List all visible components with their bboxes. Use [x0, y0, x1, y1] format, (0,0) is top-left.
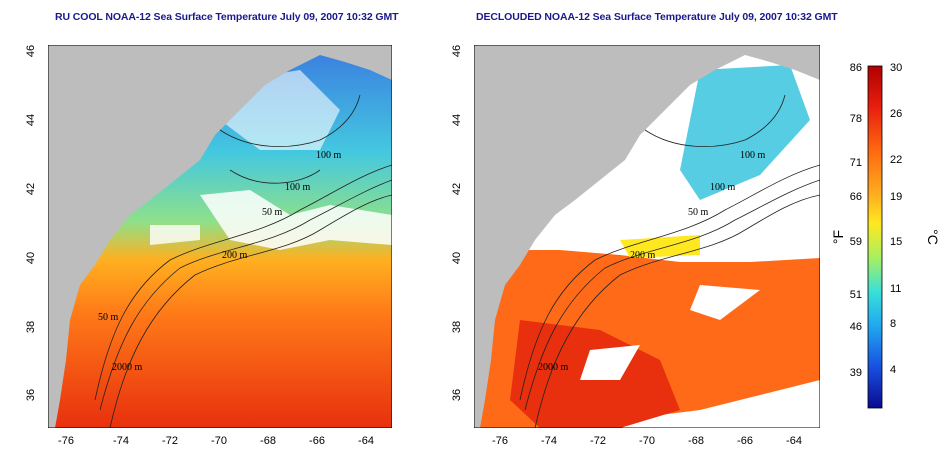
cloud-patch [690, 285, 760, 320]
cloud-patch [200, 190, 392, 250]
x-tick-label: -64 [358, 435, 374, 447]
fahrenheit-tick: 39 [850, 367, 862, 379]
y-tick-label: 42 [25, 183, 37, 195]
cloud-patch [580, 345, 640, 380]
sea-surface-temperature-field [620, 235, 700, 258]
contour-label: 2000 m [538, 362, 569, 373]
fahrenheit-tick: 71 [850, 157, 862, 169]
x-tick-label: -76 [58, 435, 74, 447]
right-x-axis: -76 -74 -72 -70 -68 -66 -64 [492, 435, 802, 447]
contour-label: 100 m [710, 182, 736, 193]
x-tick-label: -74 [113, 435, 129, 447]
y-tick-label: 40 [25, 252, 37, 264]
celsius-tick: 22 [890, 154, 902, 166]
celsius-tick: 15 [890, 236, 902, 248]
contour-label: 2000 m [112, 362, 143, 373]
x-tick-label: -68 [688, 435, 704, 447]
x-tick-label: -72 [590, 435, 606, 447]
celsius-tick: 11 [890, 283, 901, 295]
left-y-axis: 36 38 40 42 44 46 [25, 45, 37, 401]
y-tick-label: 46 [25, 45, 37, 57]
contour-label: 200 m [630, 250, 656, 261]
celsius-tick: 26 [890, 108, 902, 120]
celsius-tick: 4 [890, 364, 896, 376]
y-tick-label: 42 [451, 183, 463, 195]
contour-label: 50 m [688, 207, 709, 218]
contour-label: 100 m [740, 150, 766, 161]
y-tick-label: 44 [25, 114, 37, 126]
contour-label: 50 m [262, 207, 283, 218]
cloud-patch [150, 225, 200, 245]
left-panel-title: RU COOL NOAA-12 Sea Surface Temperature … [55, 11, 399, 23]
colorbar-gradient [867, 65, 883, 409]
left-x-axis: -76 -74 -72 -70 -68 -66 -64 [58, 435, 374, 447]
right-panel-title: DECLOUDED NOAA-12 Sea Surface Temperatur… [476, 11, 838, 23]
x-tick-label: -66 [309, 435, 325, 447]
y-tick-label: 44 [451, 114, 463, 126]
x-tick-label: -74 [541, 435, 557, 447]
x-tick-label: -72 [162, 435, 178, 447]
colorbar: 86 78 71 66 59 51 46 39 30 26 22 19 15 1… [830, 62, 941, 409]
left-map [48, 45, 392, 428]
fahrenheit-tick: 86 [850, 62, 862, 74]
y-tick-label: 40 [451, 252, 463, 264]
celsius-tick: 19 [890, 191, 902, 203]
land-mass [474, 45, 820, 428]
celsius-tick: 30 [890, 62, 902, 74]
x-tick-label: -70 [639, 435, 655, 447]
x-tick-label: -64 [786, 435, 802, 447]
fahrenheit-tick: 66 [850, 191, 862, 203]
bathymetry-contours [94, 94, 392, 428]
right-y-axis: 36 38 40 42 44 46 [451, 45, 463, 401]
y-tick-label: 36 [451, 389, 463, 401]
sea-surface-temperature-field [680, 65, 810, 200]
x-tick-label: -68 [260, 435, 276, 447]
contour-label: 100 m [285, 182, 311, 193]
x-tick-label: -76 [492, 435, 508, 447]
y-tick-label: 38 [451, 321, 463, 333]
land-mass [48, 260, 60, 305]
fahrenheit-tick: 78 [850, 113, 862, 125]
y-tick-label: 46 [451, 45, 463, 57]
contour-label: 100 m [316, 150, 342, 161]
contour-label: 50 m [98, 312, 119, 323]
celsius-tick: 8 [890, 318, 896, 330]
right-map [474, 45, 820, 428]
fahrenheit-unit-label: °F [830, 230, 846, 244]
y-tick-label: 38 [25, 321, 37, 333]
y-tick-label: 36 [25, 389, 37, 401]
x-tick-label: -66 [737, 435, 753, 447]
fahrenheit-tick: 51 [850, 289, 862, 301]
fahrenheit-tick: 59 [850, 236, 862, 248]
celsius-unit-label: °C [925, 229, 941, 245]
land-mass [48, 45, 392, 428]
bathymetry-contours [519, 94, 820, 428]
contour-label: 200 m [222, 250, 248, 261]
fahrenheit-tick: 46 [850, 321, 862, 333]
x-tick-label: -70 [211, 435, 227, 447]
